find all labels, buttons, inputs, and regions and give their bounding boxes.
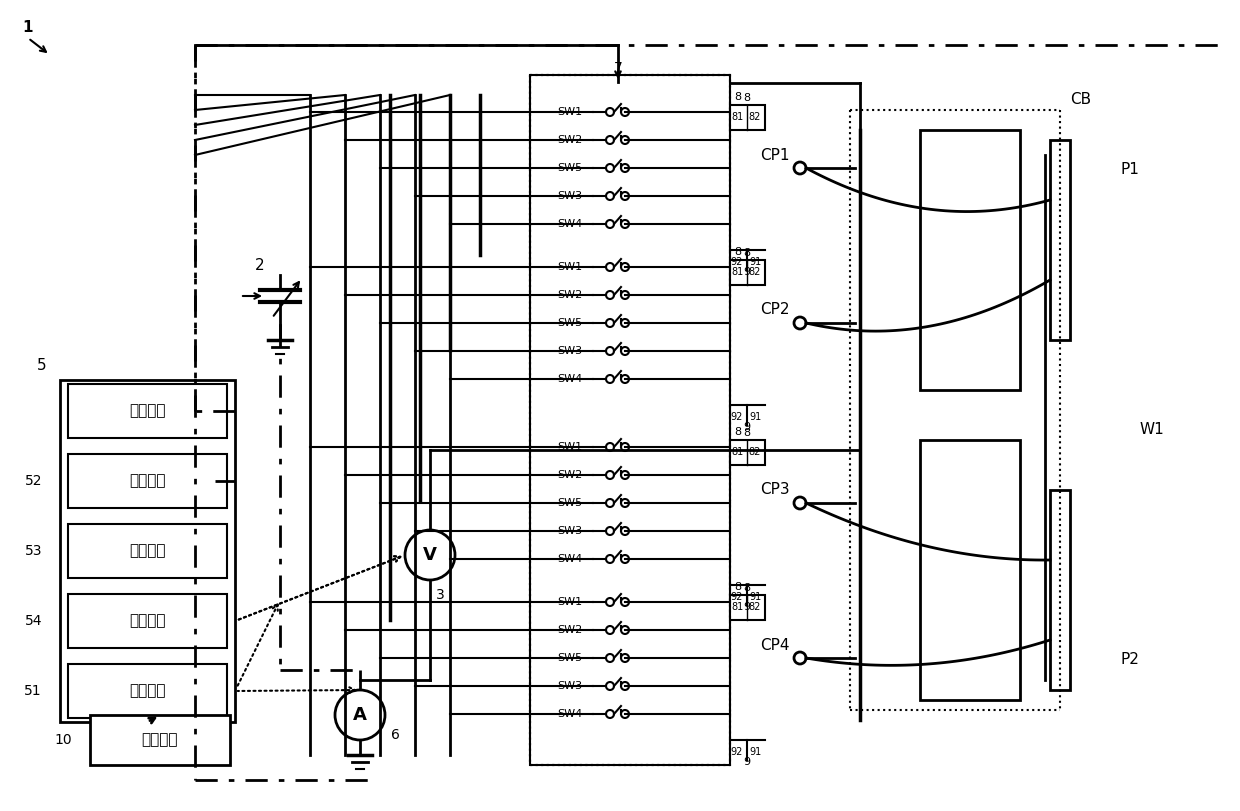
Text: P1: P1 — [1120, 162, 1138, 178]
Bar — [730, 440, 765, 465]
Text: SW2: SW2 — [557, 625, 583, 635]
Text: 选择单元: 选择单元 — [129, 474, 166, 488]
Text: 显示单元: 显示单元 — [141, 732, 179, 748]
Text: 81: 81 — [730, 267, 743, 277]
Text: P2: P2 — [1120, 653, 1138, 667]
Text: 3: 3 — [435, 588, 444, 602]
Text: 2: 2 — [255, 258, 265, 272]
Text: SW5: SW5 — [558, 163, 583, 173]
Text: SW1: SW1 — [558, 107, 583, 117]
Bar — [920, 440, 1021, 700]
Bar — [1050, 140, 1070, 340]
Text: V: V — [423, 546, 436, 564]
Bar — [920, 130, 1021, 390]
Text: SW3: SW3 — [558, 681, 583, 691]
Text: 8: 8 — [734, 247, 742, 257]
Text: 9: 9 — [744, 757, 750, 767]
Text: 10: 10 — [55, 733, 72, 747]
Text: 7: 7 — [614, 61, 622, 75]
Bar — [1050, 490, 1070, 690]
Text: SW3: SW3 — [558, 191, 583, 201]
Text: CP2: CP2 — [760, 303, 790, 317]
Text: 8: 8 — [744, 93, 750, 103]
Text: SW4: SW4 — [557, 554, 583, 564]
Bar — [60, 380, 236, 722]
Text: 控制单元: 控制单元 — [129, 404, 166, 418]
Text: CB: CB — [1070, 92, 1091, 108]
Text: SW1: SW1 — [558, 597, 583, 607]
Text: SW4: SW4 — [557, 709, 583, 719]
Text: A: A — [353, 706, 367, 724]
Text: SW2: SW2 — [557, 290, 583, 300]
Bar — [68, 384, 227, 438]
Text: SW3: SW3 — [558, 526, 583, 536]
Text: CP4: CP4 — [760, 637, 790, 653]
Text: 81: 81 — [730, 602, 743, 612]
Text: W1: W1 — [1140, 423, 1164, 437]
Text: 92: 92 — [730, 747, 743, 757]
Text: SW5: SW5 — [558, 498, 583, 508]
Bar — [730, 595, 765, 620]
Bar — [68, 594, 227, 648]
Text: 91: 91 — [749, 257, 761, 267]
Text: 53: 53 — [25, 544, 42, 558]
Text: 5: 5 — [37, 358, 47, 372]
Text: 9: 9 — [744, 422, 750, 432]
Text: 51: 51 — [25, 684, 42, 698]
Text: 81: 81 — [730, 447, 743, 457]
Text: 91: 91 — [749, 747, 761, 757]
Text: 82: 82 — [749, 267, 761, 277]
Bar — [68, 664, 227, 718]
Text: 92: 92 — [730, 257, 743, 267]
Text: 8: 8 — [744, 248, 750, 258]
Text: SW1: SW1 — [558, 262, 583, 272]
Text: 92: 92 — [730, 592, 743, 602]
Bar — [68, 454, 227, 508]
Text: CP1: CP1 — [760, 148, 790, 162]
Text: 54: 54 — [25, 614, 42, 628]
Text: 8: 8 — [734, 92, 742, 102]
Text: 1: 1 — [22, 20, 33, 36]
Text: 判定单元: 判定单元 — [129, 613, 166, 629]
Text: 9: 9 — [744, 267, 750, 277]
Bar — [68, 524, 227, 578]
Text: 92: 92 — [730, 412, 743, 422]
Text: 9: 9 — [744, 602, 750, 612]
Text: SW4: SW4 — [557, 219, 583, 229]
Text: 8: 8 — [744, 428, 750, 438]
Text: 8: 8 — [734, 427, 742, 437]
Text: 8: 8 — [734, 582, 742, 592]
Text: SW4: SW4 — [557, 374, 583, 384]
Text: 91: 91 — [749, 412, 761, 422]
Text: 82: 82 — [749, 602, 761, 612]
Text: SW2: SW2 — [557, 135, 583, 145]
Text: 82: 82 — [749, 447, 761, 457]
Bar — [529, 75, 730, 765]
Bar — [529, 75, 730, 765]
Text: SW1: SW1 — [558, 442, 583, 452]
Text: SW5: SW5 — [558, 653, 583, 663]
Bar — [730, 260, 765, 285]
Bar — [730, 105, 765, 130]
Text: 存储单元: 存储单元 — [129, 684, 166, 698]
Text: 计算单元: 计算单元 — [129, 543, 166, 559]
Text: 91: 91 — [749, 592, 761, 602]
Text: CP3: CP3 — [760, 483, 790, 497]
Text: SW5: SW5 — [558, 318, 583, 328]
Text: 6: 6 — [391, 728, 399, 742]
Text: SW2: SW2 — [557, 470, 583, 480]
Text: SW3: SW3 — [558, 346, 583, 356]
Text: 82: 82 — [749, 112, 761, 122]
Bar — [91, 715, 229, 765]
Text: 8: 8 — [744, 583, 750, 593]
Text: 81: 81 — [730, 112, 743, 122]
Text: 52: 52 — [25, 474, 42, 488]
